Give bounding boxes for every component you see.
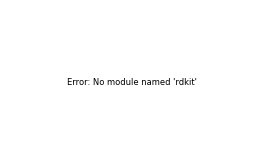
Text: Error: No module named 'rdkit': Error: No module named 'rdkit' (67, 78, 196, 87)
